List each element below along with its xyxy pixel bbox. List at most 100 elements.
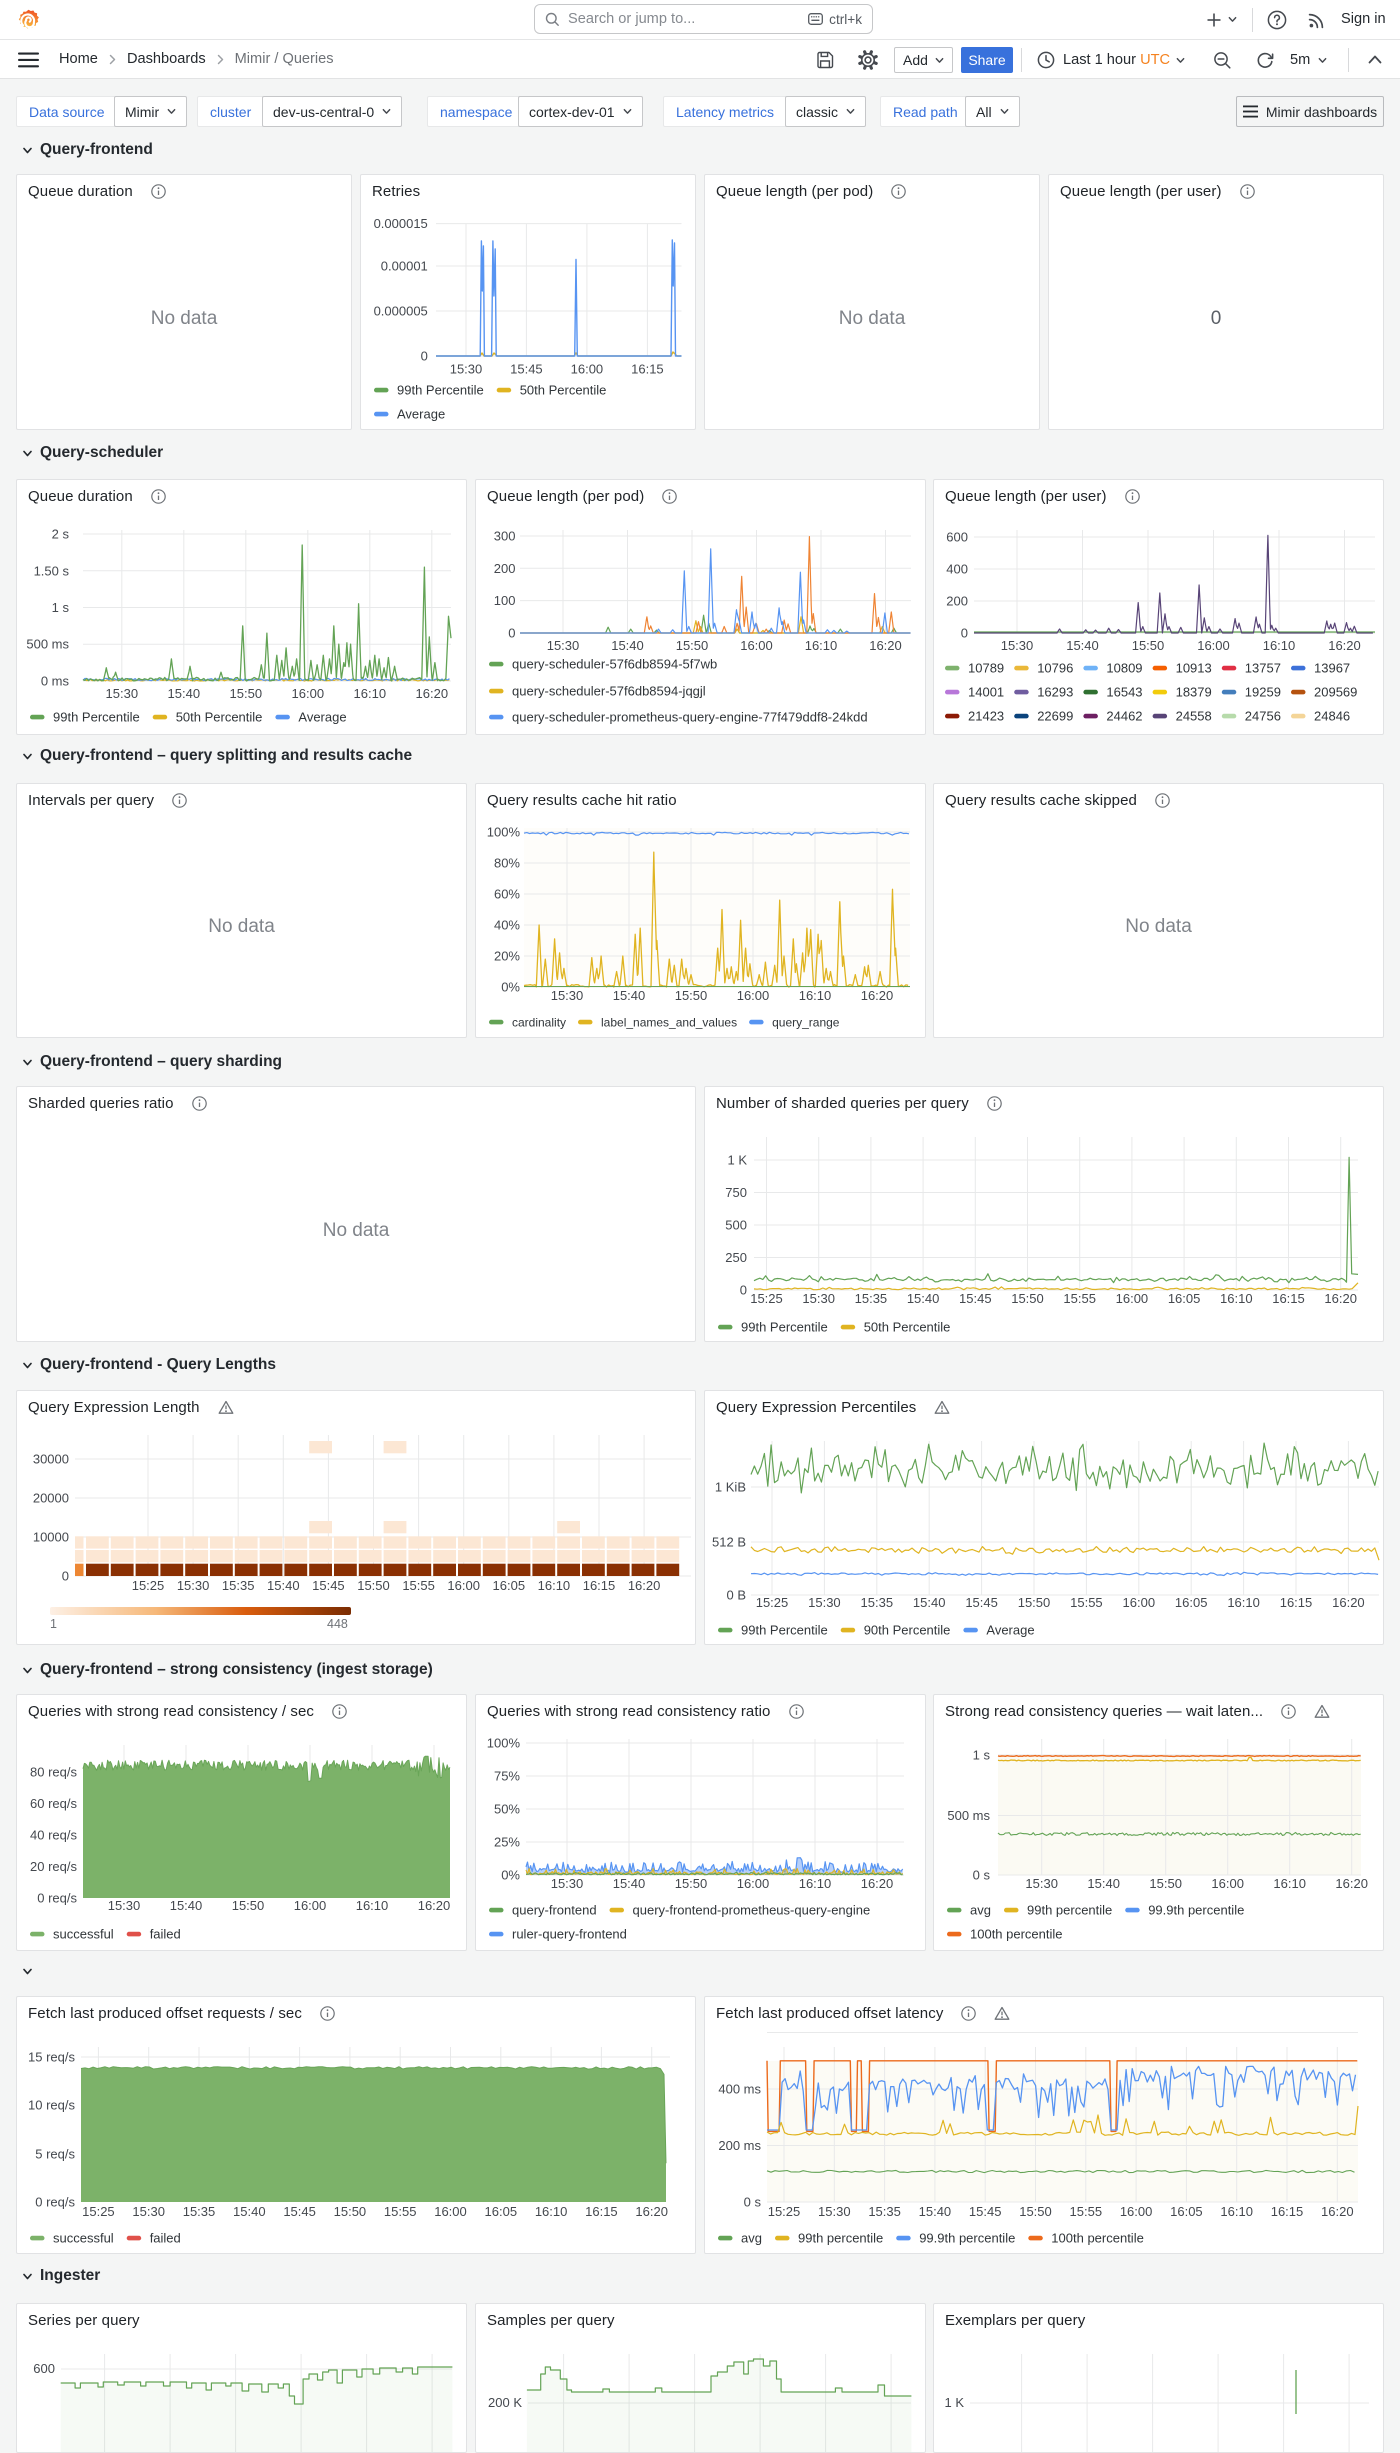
- svg-text:0.000005: 0.000005: [374, 304, 428, 319]
- svg-text:22699: 22699: [1037, 709, 1073, 724]
- svg-text:15:25: 15:25: [756, 1595, 789, 1610]
- svg-text:16:10: 16:10: [805, 638, 838, 653]
- svg-text:0.000015: 0.000015: [374, 216, 428, 231]
- svg-text:16:00: 16:00: [294, 1898, 327, 1913]
- svg-text:10 req/s: 10 req/s: [28, 2098, 75, 2113]
- svg-text:16:00: 16:00: [571, 362, 604, 377]
- svg-text:15:55: 15:55: [384, 2204, 417, 2219]
- svg-text:15:40: 15:40: [1066, 638, 1099, 653]
- svg-text:16:05: 16:05: [1170, 2204, 1203, 2219]
- svg-text:20000: 20000: [33, 1491, 69, 1506]
- svg-text:query-frontend: query-frontend: [512, 1903, 597, 1918]
- svg-text:15:30: 15:30: [177, 1578, 210, 1593]
- svg-text:15:45: 15:45: [969, 2204, 1002, 2219]
- svg-text:avg: avg: [970, 1903, 991, 1918]
- svg-text:16:00: 16:00: [1116, 1291, 1149, 1306]
- svg-text:15:30: 15:30: [450, 362, 483, 377]
- svg-text:0: 0: [740, 1283, 747, 1298]
- svg-text:Average: Average: [397, 407, 445, 422]
- svg-text:30000: 30000: [33, 1452, 69, 1467]
- svg-text:16:20: 16:20: [869, 638, 902, 653]
- svg-text:100%: 100%: [487, 825, 521, 840]
- svg-text:16:20: 16:20: [635, 2204, 668, 2219]
- svg-text:16:15: 16:15: [1272, 1291, 1305, 1306]
- svg-text:15:30: 15:30: [818, 2204, 851, 2219]
- svg-text:16:05: 16:05: [493, 1578, 526, 1593]
- svg-text:99th percentile: 99th percentile: [798, 2231, 883, 2246]
- svg-text:15:50: 15:50: [676, 638, 709, 653]
- svg-text:1: 1: [50, 1617, 57, 1631]
- svg-text:75%: 75%: [494, 1769, 520, 1784]
- svg-text:16:20: 16:20: [416, 686, 449, 701]
- svg-text:ruler-query-frontend: ruler-query-frontend: [512, 1927, 627, 1942]
- svg-text:16:10: 16:10: [799, 988, 832, 1003]
- svg-text:16543: 16543: [1106, 685, 1142, 700]
- svg-text:99th Percentile: 99th Percentile: [397, 383, 484, 398]
- svg-text:15:40: 15:40: [913, 1595, 946, 1610]
- svg-text:15:45: 15:45: [959, 1291, 992, 1306]
- svg-text:13757: 13757: [1245, 661, 1281, 676]
- svg-text:0 req/s: 0 req/s: [37, 1891, 77, 1906]
- svg-text:15:35: 15:35: [222, 1578, 255, 1593]
- svg-text:600: 600: [33, 2361, 55, 2376]
- svg-text:15:40: 15:40: [267, 1578, 300, 1593]
- svg-text:25%: 25%: [494, 1835, 520, 1850]
- svg-text:successful: successful: [53, 1927, 114, 1942]
- svg-text:15:40: 15:40: [170, 1898, 203, 1913]
- svg-text:15:50: 15:50: [1149, 1876, 1182, 1891]
- svg-text:16:15: 16:15: [583, 1578, 616, 1593]
- svg-text:400 ms: 400 ms: [718, 2082, 761, 2097]
- svg-text:16:20: 16:20: [1328, 638, 1361, 653]
- svg-text:14001: 14001: [968, 685, 1004, 700]
- svg-text:50th Percentile: 50th Percentile: [520, 383, 607, 398]
- svg-text:16:10: 16:10: [1263, 638, 1296, 653]
- svg-text:15:30: 15:30: [551, 988, 584, 1003]
- svg-text:24558: 24558: [1176, 709, 1212, 724]
- svg-text:query-scheduler-57f6db8594-jqg: query-scheduler-57f6db8594-jqgjl: [512, 684, 706, 699]
- svg-text:16:10: 16:10: [1273, 1876, 1306, 1891]
- svg-text:80%: 80%: [494, 856, 520, 871]
- svg-text:16:10: 16:10: [538, 1578, 571, 1593]
- svg-text:16:20: 16:20: [1332, 1595, 1365, 1610]
- svg-text:99th Percentile: 99th Percentile: [741, 1623, 828, 1638]
- svg-text:15:25: 15:25: [750, 1291, 783, 1306]
- svg-text:16:20: 16:20: [861, 1876, 894, 1891]
- svg-text:90th Percentile: 90th Percentile: [864, 1623, 951, 1638]
- svg-text:1 KiB: 1 KiB: [715, 1480, 746, 1495]
- svg-text:50th Percentile: 50th Percentile: [176, 710, 263, 725]
- svg-text:16:15: 16:15: [1280, 1595, 1313, 1610]
- svg-text:1 K: 1 K: [727, 1153, 747, 1168]
- svg-text:cardinality: cardinality: [512, 1016, 566, 1030]
- svg-text:15:50: 15:50: [357, 1578, 390, 1593]
- svg-text:15:25: 15:25: [132, 1578, 165, 1593]
- svg-text:16:00: 16:00: [292, 686, 325, 701]
- svg-text:200: 200: [946, 594, 968, 609]
- svg-text:100th percentile: 100th percentile: [970, 1927, 1063, 1942]
- svg-text:0: 0: [62, 1569, 69, 1584]
- svg-text:0: 0: [421, 349, 428, 364]
- svg-text:24846: 24846: [1314, 709, 1350, 724]
- svg-text:1 s: 1 s: [52, 600, 70, 615]
- svg-text:label_names_and_values: label_names_and_values: [601, 1016, 737, 1030]
- svg-text:16:20: 16:20: [1335, 1876, 1368, 1891]
- svg-text:16:10: 16:10: [1220, 2204, 1253, 2219]
- svg-text:15:30: 15:30: [108, 1898, 141, 1913]
- svg-text:0: 0: [508, 626, 515, 641]
- svg-text:21423: 21423: [968, 709, 1004, 724]
- svg-text:15:45: 15:45: [510, 362, 543, 377]
- svg-text:209569: 209569: [1314, 685, 1357, 700]
- svg-text:15:55: 15:55: [402, 1578, 435, 1593]
- svg-text:15:45: 15:45: [283, 2204, 316, 2219]
- svg-text:512 B: 512 B: [712, 1535, 746, 1550]
- svg-text:40 req/s: 40 req/s: [30, 1828, 77, 1843]
- svg-text:60%: 60%: [494, 887, 520, 902]
- svg-text:16:20: 16:20: [1321, 2204, 1354, 2219]
- svg-text:15:40: 15:40: [919, 2204, 952, 2219]
- svg-text:0: 0: [961, 626, 968, 641]
- svg-text:15:40: 15:40: [907, 1291, 940, 1306]
- svg-text:16:00: 16:00: [434, 2204, 467, 2219]
- svg-text:15:25: 15:25: [768, 2204, 801, 2219]
- svg-text:15:30: 15:30: [547, 638, 580, 653]
- svg-text:15:50: 15:50: [1132, 638, 1165, 653]
- svg-text:16:00: 16:00: [1197, 638, 1230, 653]
